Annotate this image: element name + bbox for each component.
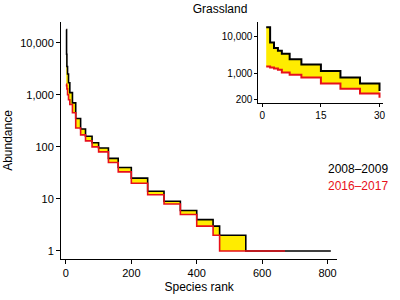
svg-text:200: 200	[122, 267, 140, 279]
svg-text:Grassland: Grassland	[193, 2, 248, 16]
svg-text:Abundance: Abundance	[1, 110, 15, 171]
svg-text:0: 0	[63, 267, 69, 279]
svg-text:1,000: 1,000	[26, 89, 54, 101]
svg-text:400: 400	[188, 267, 206, 279]
svg-text:1,000: 1,000	[227, 68, 252, 79]
svg-text:10: 10	[42, 193, 54, 205]
svg-text:800: 800	[318, 267, 336, 279]
svg-text:15: 15	[315, 110, 327, 121]
svg-text:0: 0	[260, 110, 266, 121]
svg-text:200: 200	[236, 94, 253, 105]
svg-text:2008–2009: 2008–2009	[328, 162, 388, 176]
svg-text:2016–2017: 2016–2017	[328, 179, 388, 193]
svg-text:30: 30	[374, 110, 386, 121]
svg-text:1: 1	[48, 245, 54, 257]
svg-text:10,000: 10,000	[222, 31, 253, 42]
svg-text:10,000: 10,000	[20, 37, 54, 49]
svg-text:600: 600	[253, 267, 271, 279]
svg-text:Species rank: Species rank	[164, 280, 234, 294]
svg-text:100: 100	[35, 141, 53, 153]
